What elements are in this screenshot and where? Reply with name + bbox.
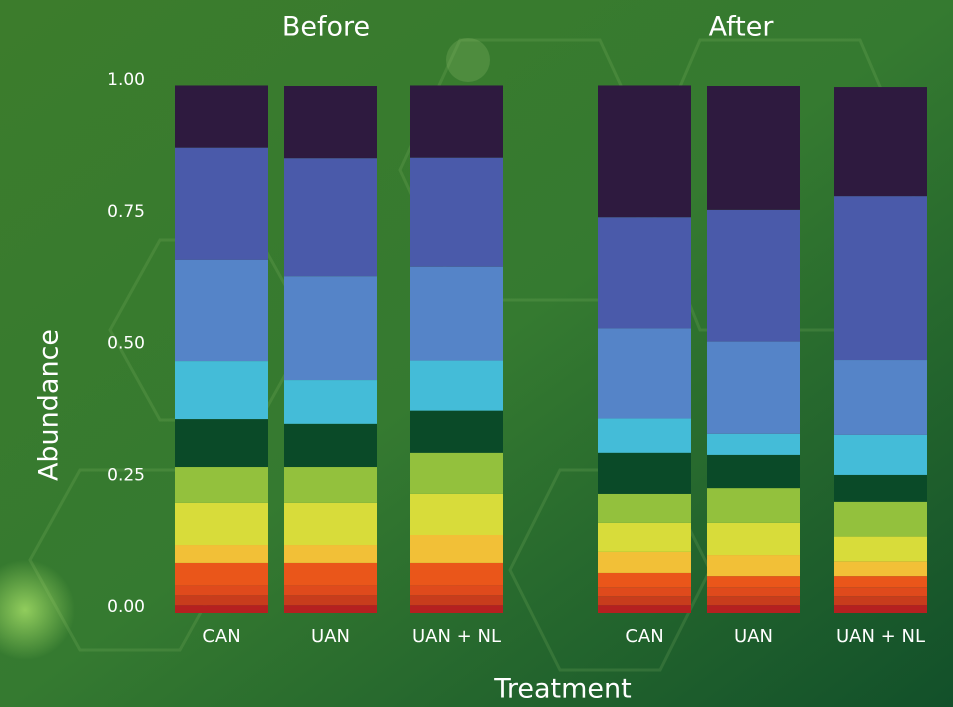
bar-segment xyxy=(175,595,268,606)
y-tick-label: 0.25 xyxy=(107,465,145,485)
bar-segment xyxy=(834,474,927,502)
bar-segment xyxy=(284,467,377,503)
bar-segment xyxy=(284,595,377,606)
bar-segment xyxy=(707,341,800,434)
bar-segment xyxy=(707,433,800,455)
bar-segment xyxy=(175,545,268,563)
bar-segment xyxy=(284,562,377,586)
bar-segment xyxy=(707,522,800,556)
bar-segment xyxy=(598,522,691,552)
bar-segment xyxy=(284,423,377,468)
bar-segment xyxy=(175,147,268,260)
y-tick-label: 0.75 xyxy=(107,202,145,222)
bar-segment xyxy=(707,576,800,588)
bar-segment xyxy=(707,488,800,523)
bar-segment xyxy=(707,209,800,342)
bar-segment xyxy=(410,360,503,411)
bar-segment xyxy=(598,587,691,597)
bar-segment xyxy=(410,562,503,586)
x-tick-label: CAN xyxy=(625,626,663,647)
bar-segment xyxy=(410,605,503,613)
bar-segment xyxy=(175,605,268,613)
bar-segment xyxy=(284,276,377,381)
x-tick-label: UAN xyxy=(311,626,350,647)
decor-node xyxy=(446,38,490,82)
bar-segment xyxy=(598,605,691,613)
bar-segment xyxy=(284,86,377,159)
x-tick-label: UAN + NL xyxy=(412,626,501,647)
bar-segment xyxy=(175,467,268,503)
x-axis-label: Treatment xyxy=(493,674,631,705)
bar-segment xyxy=(834,576,927,588)
bar-segment xyxy=(284,158,377,277)
bar-segment xyxy=(175,585,268,596)
x-tick-label: UAN xyxy=(734,626,773,647)
bar-segment xyxy=(707,555,800,577)
x-tick-label: UAN + NL xyxy=(836,626,925,647)
bar-segment xyxy=(410,410,503,453)
bar-segment xyxy=(834,434,927,475)
bar-segment xyxy=(175,361,268,420)
bar-segment xyxy=(834,501,927,537)
bar-segment xyxy=(834,536,927,562)
bar-segment xyxy=(175,502,268,546)
bar-segment xyxy=(707,605,800,613)
bar-segment xyxy=(284,545,377,563)
bar-segment xyxy=(598,452,691,494)
panel-title: Before xyxy=(282,12,370,43)
y-tick-label: 1.00 xyxy=(107,70,145,90)
y-tick-label: 0.00 xyxy=(107,597,145,617)
bar-segment xyxy=(598,418,691,453)
bar-segment xyxy=(598,551,691,573)
bar-segment xyxy=(175,562,268,586)
bar-segment xyxy=(410,493,503,536)
panel-title: After xyxy=(709,12,775,43)
bar-segment xyxy=(598,493,691,523)
bar-segment xyxy=(284,502,377,546)
bar-segment xyxy=(707,86,800,210)
bar-segment xyxy=(834,587,927,597)
bar-segment xyxy=(834,87,927,197)
bar-segment xyxy=(284,585,377,596)
bar-segment xyxy=(834,596,927,606)
bar-segment xyxy=(834,605,927,613)
bar-segment xyxy=(707,587,800,597)
bar-segment xyxy=(284,380,377,424)
bar-segment xyxy=(175,85,268,148)
bar-segment xyxy=(410,595,503,606)
bar-segment xyxy=(834,561,927,577)
x-tick-label: CAN xyxy=(202,626,240,647)
bar-segment xyxy=(598,328,691,419)
bar-segment xyxy=(284,605,377,613)
y-tick-label: 0.50 xyxy=(107,334,145,354)
bar-segment xyxy=(707,596,800,606)
bar-segment xyxy=(598,596,691,606)
bar-segment xyxy=(410,85,503,158)
bar-segment xyxy=(410,585,503,596)
bar-segment xyxy=(410,266,503,361)
bar-segment xyxy=(834,196,927,361)
bar-segment xyxy=(410,535,503,563)
bar-segment xyxy=(598,217,691,329)
bar-segment xyxy=(834,360,927,435)
bar-segment xyxy=(598,85,691,218)
bar-segment xyxy=(707,454,800,489)
bar-segment xyxy=(175,419,268,468)
decor-glow xyxy=(0,560,75,660)
bar-segment xyxy=(598,572,691,588)
y-axis-label: Abundance xyxy=(34,329,65,481)
bar-segment xyxy=(410,452,503,494)
bar-segment xyxy=(175,259,268,362)
bar-segment xyxy=(410,157,503,267)
